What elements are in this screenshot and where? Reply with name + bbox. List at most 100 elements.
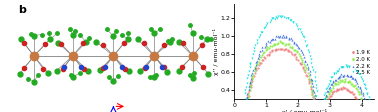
Point bbox=[357, 73, 363, 75]
Point bbox=[309, 89, 315, 91]
Point bbox=[324, 95, 330, 96]
Point bbox=[276, 36, 282, 37]
Point bbox=[337, 79, 343, 81]
Point bbox=[256, 55, 262, 57]
Point bbox=[259, 55, 265, 56]
Point bbox=[294, 25, 300, 27]
Point bbox=[291, 49, 297, 51]
Point bbox=[330, 81, 336, 83]
Point bbox=[335, 77, 341, 79]
Point bbox=[324, 87, 330, 89]
Point bbox=[323, 104, 329, 106]
Point bbox=[344, 65, 350, 67]
Point bbox=[313, 96, 319, 97]
Point bbox=[327, 96, 333, 97]
Point bbox=[330, 80, 336, 82]
Point bbox=[332, 90, 338, 92]
Point bbox=[322, 99, 328, 101]
Point bbox=[279, 15, 285, 17]
Point bbox=[292, 53, 298, 55]
Point bbox=[258, 56, 264, 58]
Point bbox=[321, 107, 327, 109]
Point bbox=[288, 37, 294, 39]
Point bbox=[266, 47, 272, 49]
Point bbox=[313, 102, 319, 104]
Point bbox=[294, 50, 300, 52]
Point bbox=[261, 52, 267, 53]
Point bbox=[341, 82, 347, 83]
Point bbox=[279, 16, 285, 18]
Point bbox=[302, 40, 308, 42]
Point bbox=[354, 99, 360, 101]
Point bbox=[321, 103, 327, 104]
Point bbox=[321, 105, 327, 107]
Point bbox=[338, 75, 344, 77]
Point bbox=[267, 41, 273, 43]
Point bbox=[285, 17, 291, 19]
Point bbox=[303, 67, 309, 69]
Point bbox=[296, 53, 302, 55]
Point bbox=[354, 100, 360, 102]
Point bbox=[306, 75, 312, 77]
Point bbox=[253, 67, 259, 69]
Point bbox=[352, 79, 358, 80]
Point bbox=[339, 66, 345, 68]
Point bbox=[328, 96, 334, 97]
Point bbox=[312, 108, 318, 110]
Point bbox=[324, 96, 330, 97]
Point bbox=[335, 89, 341, 91]
Point bbox=[281, 36, 287, 37]
Point bbox=[330, 87, 336, 89]
Point bbox=[285, 50, 291, 52]
Point bbox=[312, 76, 318, 78]
Point bbox=[248, 78, 254, 80]
Point bbox=[349, 66, 355, 68]
Point bbox=[353, 70, 359, 71]
Point bbox=[311, 98, 317, 100]
Point bbox=[305, 49, 311, 51]
Point bbox=[274, 43, 280, 45]
Point bbox=[245, 93, 251, 95]
Point bbox=[353, 80, 359, 82]
Point bbox=[254, 39, 260, 41]
Point bbox=[351, 67, 357, 69]
Point bbox=[280, 34, 286, 36]
Point bbox=[313, 111, 319, 112]
Point bbox=[321, 101, 327, 102]
Point bbox=[269, 49, 275, 51]
Point bbox=[306, 80, 312, 82]
Y-axis label: χ'' / emu·mol⁻¹: χ'' / emu·mol⁻¹ bbox=[213, 28, 219, 75]
Point bbox=[313, 87, 319, 89]
Point bbox=[278, 48, 284, 49]
Point bbox=[261, 56, 267, 58]
Point bbox=[256, 53, 262, 55]
Point bbox=[324, 99, 330, 101]
Point bbox=[358, 110, 364, 112]
Point bbox=[251, 51, 257, 52]
Point bbox=[268, 19, 274, 20]
Point bbox=[257, 34, 263, 36]
Point bbox=[361, 105, 367, 107]
Point bbox=[247, 81, 253, 83]
Point bbox=[307, 55, 313, 57]
Point bbox=[367, 107, 373, 108]
Point bbox=[327, 90, 333, 92]
Point bbox=[301, 37, 307, 38]
Point bbox=[276, 15, 282, 17]
Point bbox=[354, 82, 360, 84]
Point bbox=[325, 90, 331, 92]
Point bbox=[310, 99, 316, 101]
Point bbox=[358, 77, 364, 78]
Point bbox=[289, 47, 295, 49]
Point bbox=[359, 100, 366, 102]
Point bbox=[273, 16, 279, 18]
Point bbox=[249, 77, 256, 79]
Point bbox=[357, 86, 363, 88]
Point bbox=[325, 99, 331, 101]
Point bbox=[358, 91, 364, 93]
Point bbox=[311, 106, 317, 108]
Point bbox=[332, 73, 338, 75]
Point bbox=[349, 84, 355, 85]
Point bbox=[307, 79, 313, 81]
Point bbox=[245, 92, 251, 94]
